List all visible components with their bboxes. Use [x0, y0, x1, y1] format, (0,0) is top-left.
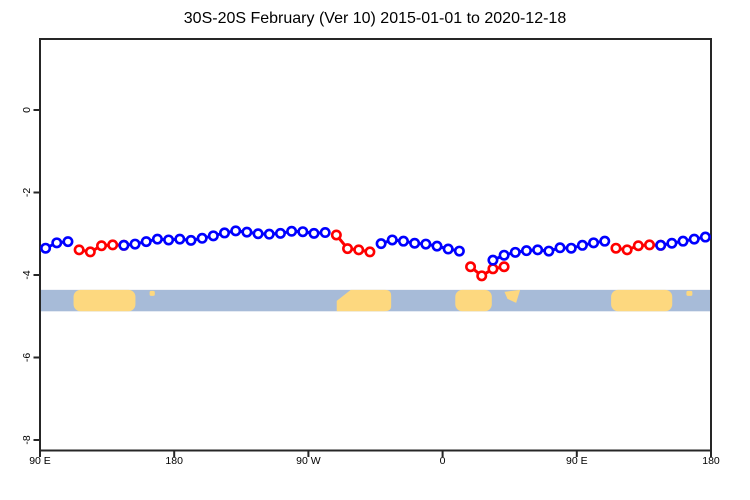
- series-ocean-marker: [196, 232, 208, 244]
- series-land-marker: [107, 239, 119, 251]
- series-land-marker: [643, 239, 655, 251]
- x-axis-tick-label: 90 E: [29, 455, 51, 467]
- series-ocean-marker: [163, 234, 175, 246]
- y-axis-tick-label: 0: [21, 107, 33, 113]
- series-ocean-marker: [554, 242, 566, 254]
- series-ocean-marker: [129, 238, 141, 250]
- series-ocean-marker: [286, 225, 298, 237]
- x-axis-tick-label: 90 W: [296, 455, 321, 467]
- series-ocean-marker: [62, 236, 74, 248]
- series-land-marker: [632, 240, 644, 252]
- series-ocean-marker: [118, 239, 130, 251]
- series-ocean-marker: [576, 239, 588, 251]
- y-axis-tick-label: -2: [21, 188, 33, 197]
- x-axis-tick-label: 180: [702, 455, 720, 467]
- series-ocean-marker: [151, 233, 163, 245]
- series-ocean-marker: [230, 225, 242, 237]
- series-land-marker: [498, 261, 510, 273]
- map-strip-land: [504, 289, 521, 303]
- series-ocean-marker: [219, 227, 231, 239]
- series-ocean-marker: [241, 226, 253, 238]
- map-strip-land: [73, 289, 136, 312]
- series-ocean-marker: [442, 243, 454, 255]
- series-land-marker: [364, 246, 376, 258]
- series-ocean-marker: [386, 234, 398, 246]
- series-ocean-marker: [699, 231, 711, 243]
- series-land-marker: [621, 244, 633, 256]
- x-axis-tick-label: 180: [165, 455, 183, 467]
- series-ocean-marker: [453, 245, 465, 257]
- series-ocean-marker: [599, 235, 611, 247]
- series-ocean-marker: [588, 237, 600, 249]
- series-ocean-marker: [520, 245, 532, 257]
- series-ocean-marker: [397, 235, 409, 247]
- series-ocean-marker: [677, 235, 689, 247]
- x-axis-tick-label: 0: [440, 455, 446, 467]
- series-land-marker: [353, 244, 365, 256]
- series-land-marker: [476, 270, 488, 282]
- series-ocean-marker: [543, 245, 555, 257]
- series-ocean-marker: [431, 240, 443, 252]
- series-ocean-marker: [185, 234, 197, 246]
- series-land-marker: [342, 243, 354, 255]
- map-strip-land: [686, 290, 693, 296]
- series-ocean-marker: [252, 228, 264, 240]
- y-axis-tick-label: -8: [21, 435, 33, 444]
- series-ocean-marker: [666, 237, 678, 249]
- series-ocean-marker: [409, 237, 421, 249]
- series-land-marker: [487, 263, 499, 275]
- plot-box: [39, 38, 712, 452]
- series-ocean-marker: [509, 246, 521, 258]
- y-axis-tick-label: -4: [21, 270, 33, 279]
- series-ocean-marker: [498, 249, 510, 261]
- series-ocean-marker: [263, 228, 275, 240]
- series-ocean-marker: [655, 239, 667, 251]
- series-land-marker: [96, 240, 108, 252]
- series-ocean-marker: [308, 227, 320, 239]
- map-strip-land: [149, 290, 155, 296]
- series-land-marker: [610, 242, 622, 254]
- series-ocean-marker: [207, 230, 219, 242]
- series-ocean-marker: [274, 227, 286, 239]
- series-ocean-marker: [375, 238, 387, 250]
- chart-title: 30S-20S February (Ver 10) 2015-01-01 to …: [183, 10, 567, 27]
- series-ocean-marker: [532, 244, 544, 256]
- map-strip-land: [455, 289, 492, 312]
- series-ocean-marker: [487, 254, 499, 266]
- series-land-line: [334, 233, 372, 254]
- series-ocean-marker: [688, 233, 700, 245]
- series-land-marker: [330, 229, 342, 241]
- series-land-marker: [84, 246, 96, 258]
- map-strip-land: [336, 289, 392, 312]
- series-ocean-marker: [565, 242, 577, 254]
- series-ocean-marker: [51, 237, 63, 249]
- series-ocean-marker: [174, 233, 186, 245]
- series-land-marker: [73, 244, 85, 256]
- series-ocean-marker: [40, 242, 52, 254]
- x-axis-tick-label: 90 E: [566, 455, 588, 467]
- y-axis-tick-label: -6: [21, 353, 33, 362]
- series-ocean-marker: [297, 226, 309, 238]
- series-ocean-marker: [319, 227, 331, 239]
- series-ocean-marker: [140, 236, 152, 248]
- series-ocean-marker: [420, 238, 432, 250]
- map-strip-land: [611, 289, 673, 312]
- series-land-marker: [465, 261, 477, 273]
- series-land-line: [469, 265, 506, 278]
